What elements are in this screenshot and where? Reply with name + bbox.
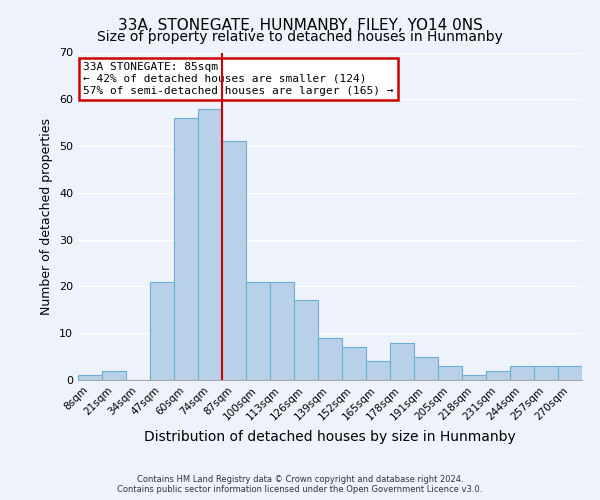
Text: 33A, STONEGATE, HUNMANBY, FILEY, YO14 0NS: 33A, STONEGATE, HUNMANBY, FILEY, YO14 0N… bbox=[118, 18, 482, 32]
Bar bbox=[318, 338, 342, 380]
Y-axis label: Number of detached properties: Number of detached properties bbox=[40, 118, 53, 315]
Bar bbox=[246, 282, 270, 380]
Bar bbox=[174, 118, 198, 380]
Bar bbox=[150, 282, 174, 380]
Bar bbox=[102, 370, 126, 380]
Bar bbox=[510, 366, 534, 380]
Text: Contains HM Land Registry data © Crown copyright and database right 2024.
Contai: Contains HM Land Registry data © Crown c… bbox=[118, 474, 482, 494]
Bar bbox=[342, 347, 366, 380]
X-axis label: Distribution of detached houses by size in Hunmanby: Distribution of detached houses by size … bbox=[144, 430, 516, 444]
Bar bbox=[270, 282, 294, 380]
Bar bbox=[366, 362, 390, 380]
Bar bbox=[294, 300, 318, 380]
Bar bbox=[78, 376, 102, 380]
Bar bbox=[558, 366, 582, 380]
Bar bbox=[414, 356, 438, 380]
Bar bbox=[222, 142, 246, 380]
Bar bbox=[486, 370, 510, 380]
Text: Size of property relative to detached houses in Hunmanby: Size of property relative to detached ho… bbox=[97, 30, 503, 44]
Bar bbox=[534, 366, 558, 380]
Bar bbox=[390, 342, 414, 380]
Bar bbox=[438, 366, 462, 380]
Bar bbox=[198, 108, 222, 380]
Bar bbox=[462, 376, 486, 380]
Text: 33A STONEGATE: 85sqm
← 42% of detached houses are smaller (124)
57% of semi-deta: 33A STONEGATE: 85sqm ← 42% of detached h… bbox=[83, 62, 394, 96]
